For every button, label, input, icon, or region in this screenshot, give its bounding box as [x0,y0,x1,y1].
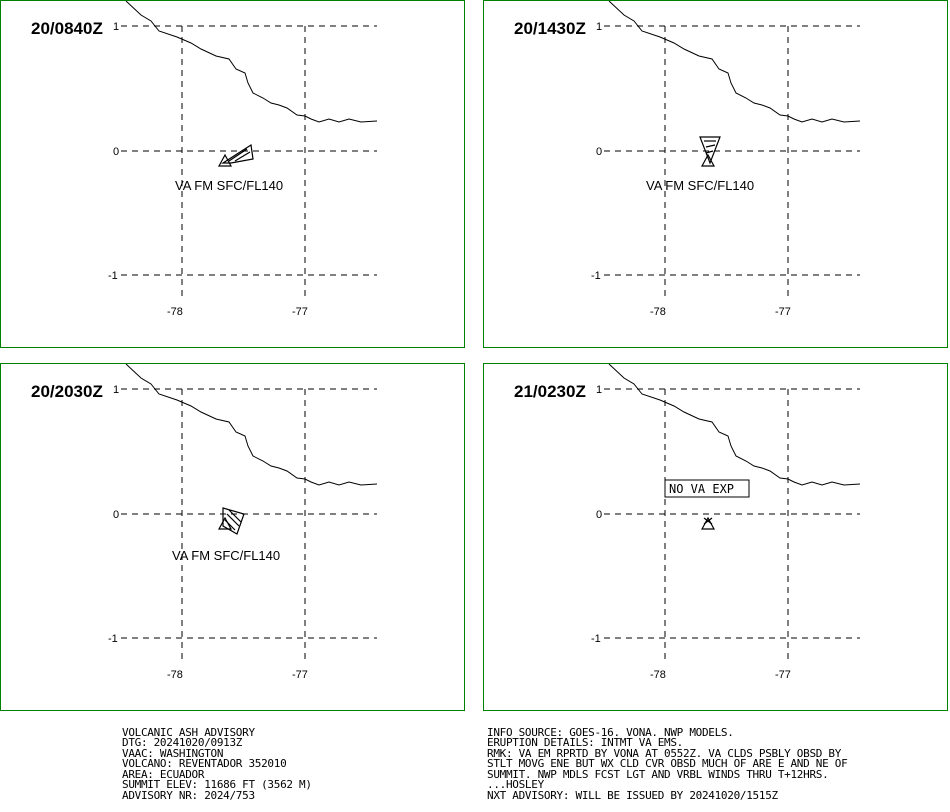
lat-label-0: 0 [596,146,602,158]
coastline [125,1,378,123]
lon-label-78: -78 [650,306,666,318]
advisory-header-block: VOLCANIC ASH ADVISORY DTG: 20241020/0913Z… [122,717,312,812]
map-panel-1: 1 0 -1 -78 -77 VA FM SFC/FL140 [108,1,378,318]
ash-label: VA FM SFC/FL140 [175,178,283,193]
advisory-details-block: INFO SOURCE: GOES-16. VONA. NWP MODELS. E… [487,717,848,812]
lat-label-1: 1 [113,21,119,33]
map-panel-3: 1 0 -1 -78 -77 VA FM SFC/FL140 [108,364,378,681]
grid [604,25,860,301]
lon-label-77: -77 [775,306,791,318]
advisory-line: AREA: ECUADOR [122,767,205,781]
forecast-time: 21/0230Z [514,382,586,401]
coastline [608,1,861,123]
no-ash-label: NO VA EXP [669,482,734,496]
lat-label-1: 1 [596,21,602,33]
advisory-line: STLT MOVG ENE BUT WX CLD CVR OBSD MUCH O… [487,757,848,770]
ash-cloud-polygon [222,507,245,535]
lat-label-1: 1 [113,384,119,396]
ash-label: VA FM SFC/FL140 [172,548,280,563]
grid [604,388,860,664]
volcano-symbol [700,516,716,530]
lat-label-minus1: -1 [591,270,601,282]
volcano-symbol [700,153,716,167]
ash-cloud-polygon [220,143,254,164]
forecast-panel-1: 1 0 -1 -78 -77 VA FM SFC/FL140 20/0840Z [0,0,465,348]
lat-label-minus1: -1 [591,633,601,645]
lon-label-78: -78 [167,669,183,681]
forecast-time: 20/2030Z [31,382,103,401]
lon-label-77: -77 [292,306,308,318]
forecast-time: 20/1430Z [514,19,586,38]
forecast-time: 20/0840Z [31,19,103,38]
volcano-symbol [217,516,233,530]
map-panel-4: 1 0 -1 -78 -77 NO VA EXP [591,364,861,681]
lon-label-77: -77 [775,669,791,681]
forecast-panel-2: 1 0 -1 -78 -77 VA FM SFC/FL140 20/1430Z [483,0,948,348]
lon-label-77: -77 [292,669,308,681]
grid [121,25,377,301]
coastline [608,364,861,486]
lon-label-78: -78 [650,669,666,681]
lat-label-minus1: -1 [108,633,118,645]
ash-cloud-polygon [699,136,721,165]
advisory-line: RMK: VA EM RPRTD BY VONA AT 0552Z. VA CL… [487,746,842,760]
lat-label-0: 0 [113,509,119,521]
forecast-panel-3: 1 0 -1 -78 -77 VA FM SFC/FL140 20/2030Z [0,363,465,711]
advisory-line: SUMMIT ELEV: 11686 FT (3562 M) [122,778,312,791]
advisory-line: INFO SOURCE: GOES-16. VONA. NWP MODELS. [487,725,734,739]
advisory-line: SUMMIT. NWP MDLS FCST LGT AND VRBL WINDS… [487,767,829,781]
forecast-panel-4: 1 0 -1 -78 -77 NO VA EXP 21/0230Z [483,363,948,711]
advisory-line: ERUPTION DETAILS: INTMT VA EMS. [487,736,683,749]
lat-label-0: 0 [596,509,602,521]
coastline [125,364,378,486]
no-ash-box [664,479,750,498]
volcano-symbol [217,153,233,167]
advisory-line: VOLCANO: REVENTADOR 352010 [122,757,287,770]
lat-label-0: 0 [113,146,119,158]
lat-label-minus1: -1 [108,270,118,282]
lon-label-78: -78 [167,306,183,318]
advisory-line: VAAC: WASHINGTON [122,746,224,760]
advisory-line: VOLCANIC ASH ADVISORY [122,725,255,739]
advisory-line: DTG: 20241020/0913Z [122,736,243,749]
ash-label: VA FM SFC/FL140 [646,178,754,193]
advisory-line: NXT ADVISORY: WILL BE ISSUED BY 20241020… [487,788,778,802]
lat-label-1: 1 [596,384,602,396]
grid [121,388,377,664]
advisory-line: ...HOSLEY [487,778,544,791]
advisory-line: ADVISORY NR: 2024/753 [122,788,255,802]
map-panel-2: 1 0 -1 -78 -77 VA FM SFC/FL140 [591,1,861,318]
